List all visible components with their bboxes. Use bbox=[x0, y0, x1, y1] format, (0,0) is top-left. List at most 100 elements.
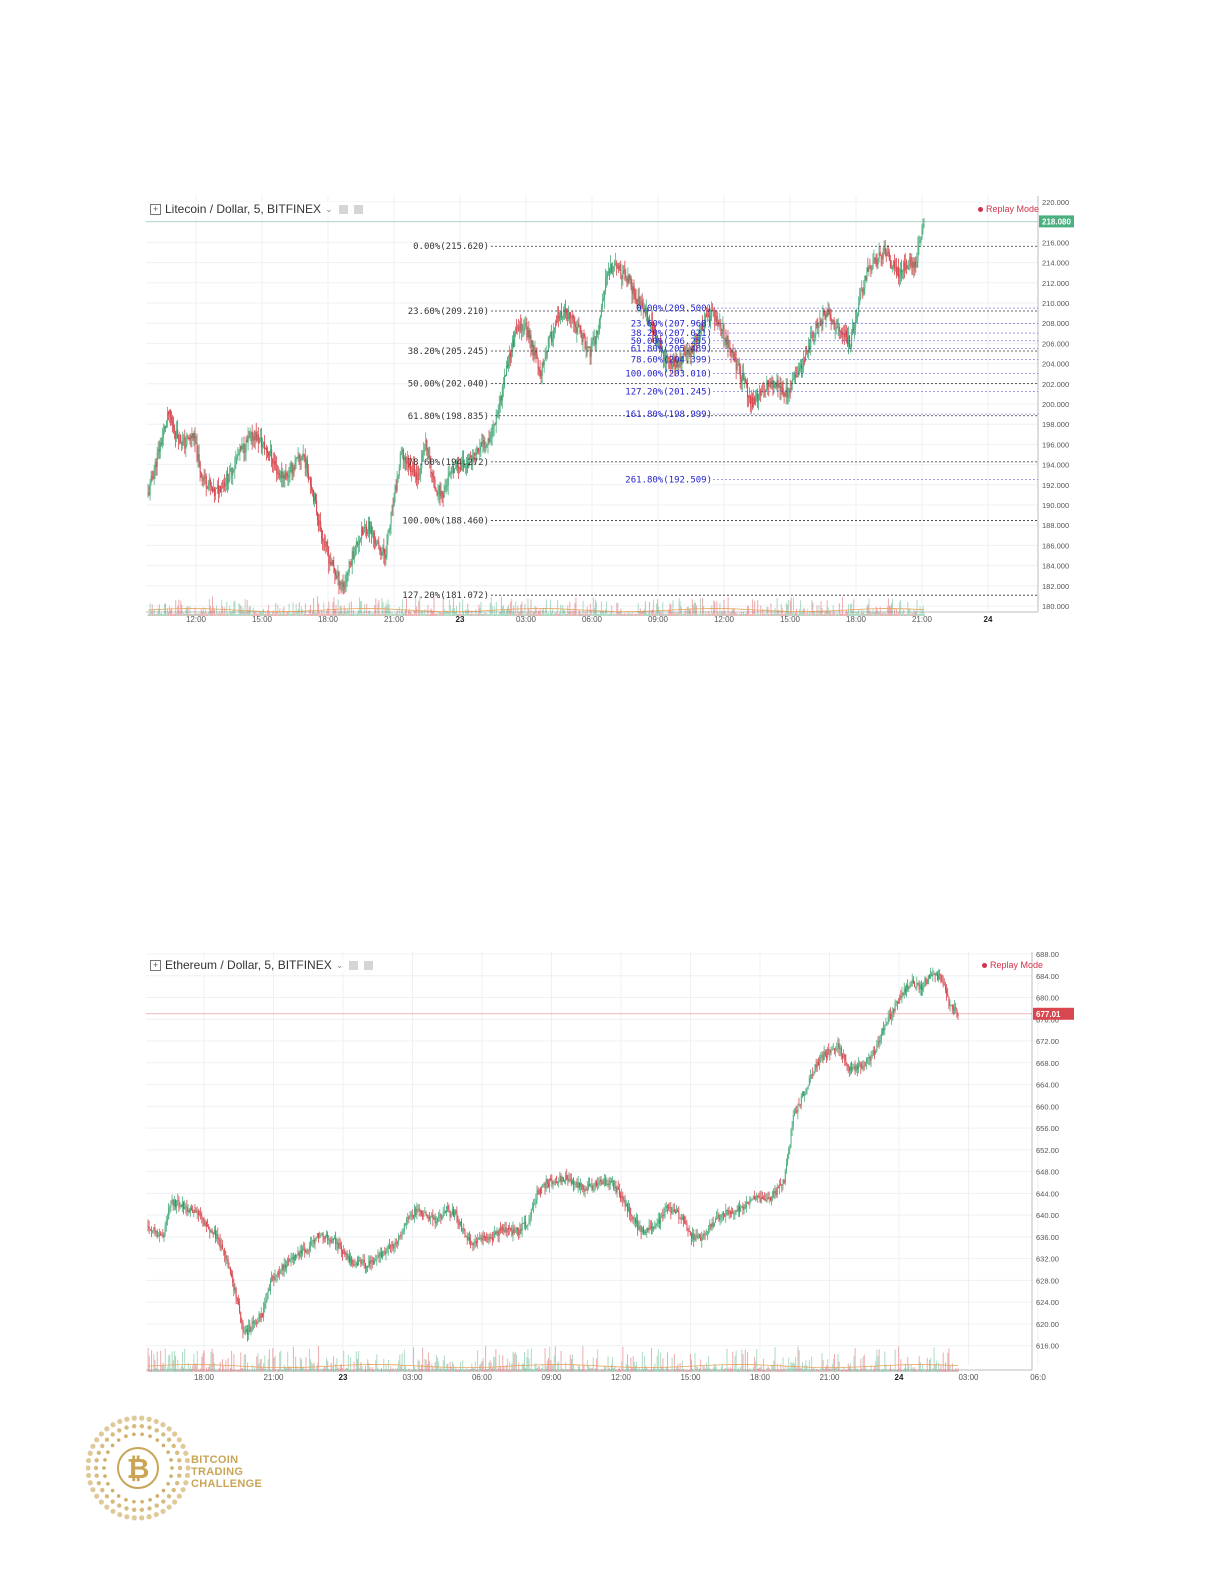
settings-icon[interactable] bbox=[349, 960, 359, 970]
plus-box-icon[interactable]: + bbox=[150, 203, 161, 215]
volume-bar bbox=[246, 600, 248, 616]
candle-body bbox=[739, 366, 741, 379]
chevron-down-icon[interactable]: ⌄ bbox=[325, 203, 333, 214]
candle-body bbox=[280, 1270, 282, 1272]
candle-body bbox=[585, 346, 587, 349]
replay-mode-indicator[interactable]: Replay Mode bbox=[982, 960, 1043, 970]
volume-bar bbox=[800, 1368, 802, 1372]
volume-bar bbox=[393, 1369, 395, 1372]
volume-bar bbox=[391, 612, 393, 616]
logo-dot bbox=[103, 1458, 107, 1462]
y-tick-label: 636.00 bbox=[1036, 1233, 1059, 1242]
candle-body bbox=[613, 1181, 615, 1189]
candle-body bbox=[868, 1057, 870, 1059]
candle-body bbox=[560, 311, 562, 318]
fib-level-label: 0.00%(215.620) bbox=[413, 242, 489, 252]
volume-bar bbox=[803, 1369, 805, 1372]
volume-bar bbox=[270, 1370, 272, 1372]
candle-body bbox=[706, 314, 708, 317]
candle-body bbox=[230, 467, 232, 469]
ethereum-chart[interactable]: 18:00 21:00 23 03:00 06:00 09:00 12:00 15:00 18:… bbox=[146, 952, 1076, 1384]
volume-bar bbox=[482, 1357, 484, 1372]
logo-dot bbox=[110, 1432, 115, 1437]
logo-dot bbox=[166, 1426, 172, 1432]
candle-body bbox=[347, 572, 349, 575]
volume-bar bbox=[790, 597, 792, 616]
volume-bar bbox=[909, 1369, 911, 1372]
volume-layer bbox=[147, 1346, 959, 1372]
volume-bar bbox=[614, 613, 616, 616]
candle-body bbox=[302, 454, 304, 457]
volume-bar bbox=[435, 613, 437, 616]
candle-body bbox=[831, 1049, 833, 1051]
volume-bar bbox=[455, 1366, 457, 1372]
volume-bar bbox=[274, 1355, 276, 1372]
volume-bar bbox=[940, 1365, 942, 1372]
candle-body bbox=[290, 1257, 292, 1261]
ethereum-chart-canvas[interactable]: 18:00 21:00 23 03:00 06:00 09:00 12:00 15:00 18:… bbox=[146, 952, 1076, 1384]
candle-body bbox=[844, 333, 846, 337]
candle-body bbox=[618, 265, 620, 271]
x-tick-label: 06:00 bbox=[472, 1373, 493, 1382]
close-icon[interactable] bbox=[364, 960, 374, 970]
volume-bar bbox=[520, 604, 522, 616]
litecoin-chart[interactable]: 12:00 15:00 18:00 21:00 23 03:00 06:00 09:00 12:… bbox=[146, 196, 1076, 626]
candle-body bbox=[835, 327, 837, 330]
candle-body bbox=[702, 323, 704, 331]
logo-dot bbox=[184, 1472, 191, 1479]
candle-body bbox=[911, 979, 913, 984]
volume-bar bbox=[397, 1367, 399, 1372]
volume-bar bbox=[420, 613, 422, 616]
candle-body bbox=[326, 1234, 328, 1236]
candle-body bbox=[587, 346, 589, 348]
candle-body bbox=[321, 1233, 323, 1236]
candle-body bbox=[431, 473, 433, 476]
chevron-down-icon[interactable]: ⌄ bbox=[335, 959, 344, 970]
candle-body bbox=[809, 345, 811, 350]
logo-dot bbox=[185, 1465, 191, 1471]
volume-bar bbox=[652, 1369, 654, 1372]
volume-bar bbox=[376, 1354, 378, 1372]
volume-bar bbox=[243, 612, 245, 616]
candle-body bbox=[243, 444, 245, 453]
volume-bar bbox=[937, 1370, 939, 1372]
volume-bar bbox=[881, 612, 883, 616]
replay-mode-indicator[interactable]: Replay Mode bbox=[978, 204, 1039, 214]
volume-bar bbox=[771, 1364, 773, 1372]
logo-dot bbox=[166, 1482, 170, 1486]
logo-dot bbox=[155, 1494, 160, 1498]
candle-body bbox=[805, 353, 807, 362]
candle-body bbox=[371, 1260, 373, 1262]
volume-bar bbox=[237, 613, 239, 616]
candle-body bbox=[454, 1210, 456, 1217]
volume-bar bbox=[710, 613, 712, 616]
candle-body bbox=[505, 375, 507, 377]
volume-bar bbox=[894, 1349, 896, 1372]
volume-bar bbox=[915, 1370, 917, 1372]
candle-body bbox=[724, 1215, 726, 1217]
candle-body bbox=[671, 1210, 673, 1214]
litecoin-chart-canvas[interactable]: 12:00 15:00 18:00 21:00 23 03:00 06:00 09:00 12:… bbox=[146, 196, 1076, 626]
volume-bar bbox=[407, 1369, 409, 1372]
candle-body bbox=[205, 475, 207, 487]
candle-body bbox=[805, 1090, 807, 1094]
candle-body bbox=[295, 458, 297, 462]
settings-icon[interactable] bbox=[338, 204, 348, 214]
volume-bar bbox=[280, 612, 282, 616]
candle-body bbox=[769, 381, 771, 388]
candle-body bbox=[856, 315, 858, 320]
volume-bar bbox=[185, 607, 187, 616]
volume-bar bbox=[750, 613, 752, 616]
volume-bar bbox=[322, 613, 324, 616]
candle-body bbox=[651, 321, 653, 324]
volume-bar bbox=[359, 597, 361, 616]
volume-bar bbox=[611, 605, 613, 616]
close-icon[interactable] bbox=[353, 204, 363, 214]
candle-body bbox=[578, 1182, 580, 1188]
plus-box-icon[interactable]: + bbox=[150, 959, 161, 971]
candle-body bbox=[851, 334, 853, 347]
candle-body bbox=[551, 1180, 553, 1185]
volume-bar bbox=[862, 1356, 864, 1372]
volume-bar bbox=[466, 1369, 468, 1372]
logo-dot bbox=[147, 1506, 152, 1511]
